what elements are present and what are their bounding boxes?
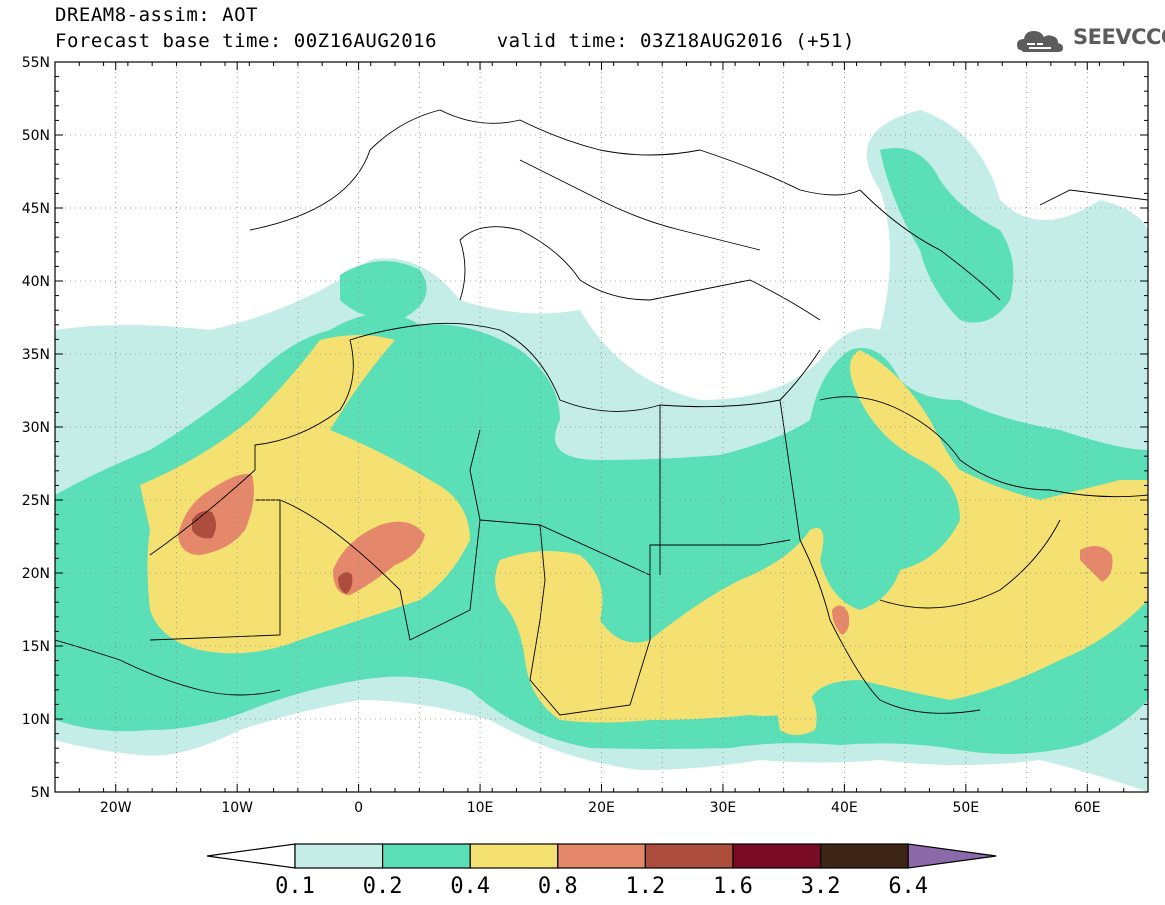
colorbar-box [294, 843, 384, 869]
colorbar-level-label: 0.2 [363, 874, 403, 899]
lat-label: 55N [22, 55, 50, 71]
colorbar-box [819, 843, 909, 869]
aot-region-yellow [495, 350, 1148, 723]
lat-label: 35N [22, 347, 50, 363]
aot-region-salmon [832, 605, 850, 635]
lon-label: 20W [100, 800, 132, 816]
seevccc-logo-icon [1017, 31, 1063, 52]
colorbar-over-triangle [907, 843, 997, 869]
aot-region-brown [338, 572, 353, 594]
longitude-labels: 20W 10W 0 10E 20E 30E 40E 50E 60E [100, 800, 1101, 816]
aot-region-yellow [775, 693, 817, 735]
axis-ticks [54, 61, 1149, 793]
country-borders [55, 109, 1148, 716]
colorbar-box [382, 843, 471, 869]
colorbar-level-label: 0.4 [450, 874, 490, 899]
lat-label: 25N [22, 493, 50, 509]
lon-label: 10W [221, 800, 253, 816]
lat-label: 15N [22, 639, 50, 655]
lon-label: 50E [952, 800, 979, 816]
aot-region-salmon [1080, 546, 1113, 582]
colorbar-level-label: 6.4 [888, 874, 928, 899]
colorbar-level-label: 1.6 [713, 874, 753, 899]
lon-label: 40E [831, 800, 858, 816]
colorbar-box [644, 843, 734, 869]
aot-region-yellow [140, 335, 470, 654]
colorbar-level-label: 3.2 [801, 874, 841, 899]
lon-label: 10E [467, 800, 494, 816]
lat-label: 45N [22, 201, 50, 217]
colorbar-box [732, 843, 822, 869]
latitude-labels: 55N 50N 45N 40N 35N 30N 25N 20N 15N 10N 5N [22, 55, 50, 801]
graticule [55, 62, 1148, 792]
lon-label: 60E [1074, 800, 1101, 816]
colorbar-box [469, 843, 559, 869]
lon-label: 30E [710, 800, 737, 816]
lat-label: 5N [31, 785, 50, 801]
colorbar-level-label: 1.2 [626, 874, 666, 899]
colorbar-under-triangle [206, 843, 296, 869]
forecast-time-line: Forecast base time: 00Z16AUG2016 valid t… [55, 30, 855, 52]
aot-region-salmon [333, 521, 425, 595]
chart-title: DREAM8-assim: AOT [55, 4, 258, 26]
lat-label: 10N [22, 712, 50, 728]
logo-text: SEEVCCC [1073, 25, 1165, 49]
colorbar-box [557, 843, 646, 869]
lat-label: 20N [22, 566, 50, 582]
aot-region-green [340, 261, 427, 320]
lat-label: 40N [22, 274, 50, 290]
aot-region-green [880, 148, 1014, 323]
colorbar-level-label: 0.1 [275, 874, 315, 899]
lat-label: 50N [22, 128, 50, 144]
lat-label: 30N [22, 420, 50, 436]
colorbar-level-label: 0.8 [538, 874, 578, 899]
aot-region-brown [192, 511, 216, 539]
lon-label: 0 [354, 800, 363, 816]
lon-label: 20E [588, 800, 615, 816]
